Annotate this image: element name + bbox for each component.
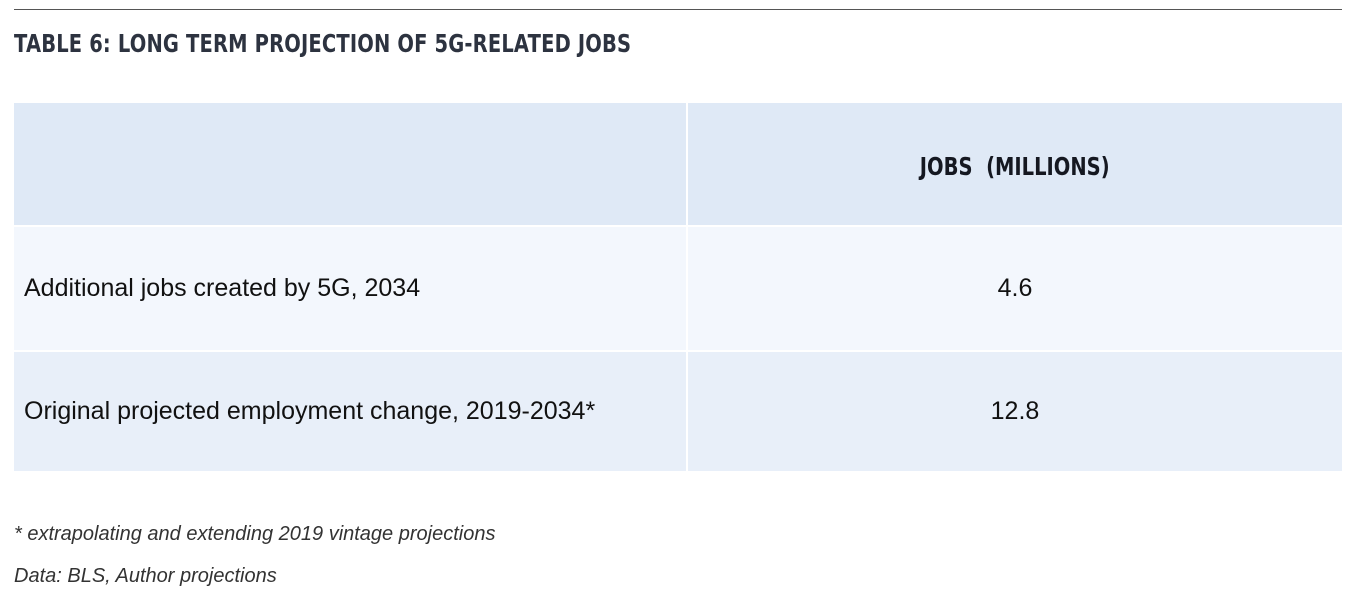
row-value-original-projection: 12.8: [688, 350, 1342, 471]
jobs-millions-header: JOBS (MILLIONS): [920, 151, 1110, 181]
header-value-cell: JOBS (MILLIONS): [688, 103, 1342, 225]
top-divider: [14, 9, 1342, 10]
table-header-row: JOBS (MILLIONS): [14, 103, 1342, 225]
jobs-projection-table: JOBS (MILLIONS) Additional jobs created …: [14, 103, 1342, 471]
table-row: Original projected employment change, 20…: [14, 350, 1342, 471]
table-title: TABLE 6: LONG TERM PROJECTION OF 5G-RELA…: [14, 29, 632, 58]
row-value-additional-jobs: 4.6: [688, 225, 1342, 350]
table-row: Additional jobs created by 5G, 2034 4.6: [14, 225, 1342, 350]
header-label-cell: [14, 103, 688, 225]
row-label-additional-jobs: Additional jobs created by 5G, 2034: [14, 225, 688, 350]
row-label-original-projection: Original projected employment change, 20…: [14, 350, 688, 471]
data-source-note: Data: BLS, Author projections: [14, 565, 277, 587]
footnote: * extrapolating and extending 2019 vinta…: [14, 523, 496, 545]
